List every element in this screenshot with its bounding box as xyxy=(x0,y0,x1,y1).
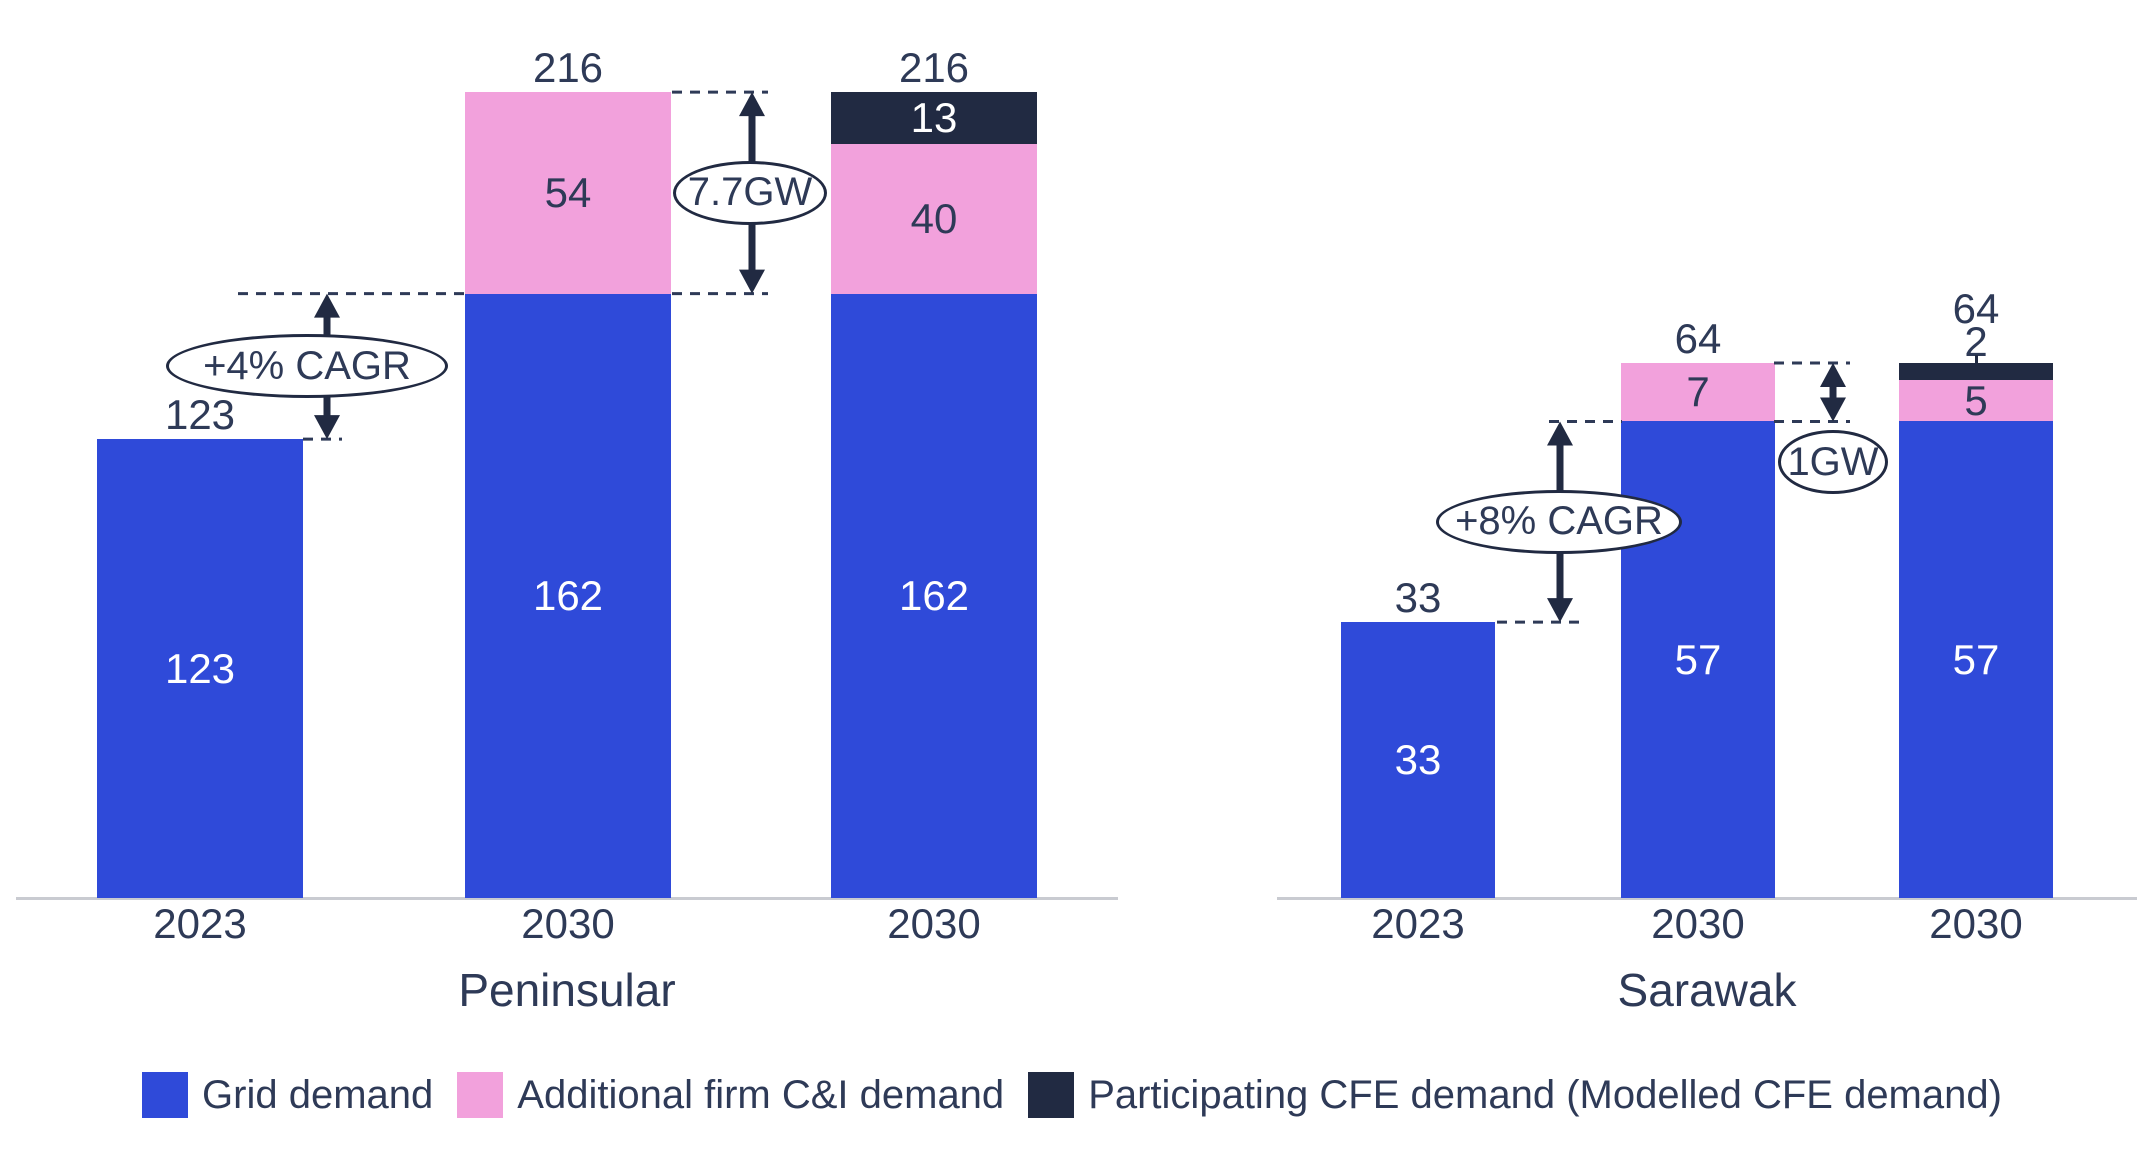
segment-value-label: 5 xyxy=(1964,376,1988,424)
bar-total-label: 64 xyxy=(1674,314,1722,362)
bar-total-label: 123 xyxy=(164,391,236,439)
legend-swatch-grid xyxy=(142,1072,189,1118)
legend-item-grid: Grid demand xyxy=(142,1072,433,1118)
x-tick-label: 2023 xyxy=(153,900,247,947)
legend-swatch-ci xyxy=(457,1072,504,1118)
segment-value-label: 7 xyxy=(1686,368,1710,416)
segment-value-label: 162 xyxy=(898,571,970,619)
bar-total-label: 216 xyxy=(532,44,604,92)
bar-segment-ci xyxy=(1621,362,1775,422)
segment-value-label: 162 xyxy=(532,571,604,619)
bar-segment-ci xyxy=(831,144,1037,294)
legend-item-cfe: Participating CFE demand (Modelled CFE d… xyxy=(1028,1072,2002,1118)
x-tick-label: 2030 xyxy=(887,900,981,947)
bar-total-label: 216 xyxy=(898,44,970,92)
x-tick-label: 2023 xyxy=(1371,900,1465,947)
x-tick-label: 2030 xyxy=(1929,900,2023,947)
bar-segment-ci xyxy=(465,92,671,294)
bar-segment-cfe xyxy=(831,92,1037,145)
segment-value-label: 13 xyxy=(910,94,958,142)
bar-segment-grid xyxy=(1341,622,1495,898)
x-axis-line xyxy=(16,897,1118,900)
annotation-ellipse: +8% CAGR xyxy=(1436,489,1682,554)
annotation-ellipse: 7.7GW xyxy=(673,160,827,225)
annotation-ellipse: +4% CAGR xyxy=(166,334,448,399)
legend: Grid demand Additional firm C&I demand Par… xyxy=(0,1072,2144,1118)
x-tick-label: 2030 xyxy=(521,900,615,947)
legend-item-ci: Additional firm C&I demand xyxy=(457,1072,1004,1118)
bar-segment-grid xyxy=(97,439,303,898)
segment-value-label: 40 xyxy=(910,194,958,242)
bar-segment-grid xyxy=(465,293,671,898)
bar-segment-cfe xyxy=(1899,362,2053,380)
segment-value-label: 57 xyxy=(1674,635,1722,683)
bar-segment-grid xyxy=(831,293,1037,898)
segment-value-label: 57 xyxy=(1952,635,2000,683)
annotation-ellipse: 1GW xyxy=(1778,430,1888,494)
segment-value-label: 33 xyxy=(1394,736,1442,784)
group-title-sarawak: Sarawak xyxy=(1617,964,1797,1016)
x-axis-line xyxy=(1277,897,2137,900)
bar-segment-ci xyxy=(1899,379,2053,422)
bar-segment-grid xyxy=(1899,421,2053,898)
small-segment-callout-label: 2 xyxy=(1964,317,1988,365)
segment-value-label: 54 xyxy=(544,168,592,216)
legend-label: Participating CFE demand (Modelled CFE d… xyxy=(1088,1073,2002,1117)
x-tick-label: 2030 xyxy=(1651,900,1745,947)
legend-label: Additional firm C&I demand xyxy=(517,1073,1005,1117)
bar-total-label: 33 xyxy=(1394,574,1442,622)
legend-swatch-cfe xyxy=(1028,1072,1075,1118)
legend-label: Grid demand xyxy=(202,1073,434,1117)
segment-value-label: 123 xyxy=(164,644,236,692)
group-title-peninsular: Peninsular xyxy=(458,964,676,1016)
callout-leader-tick xyxy=(1975,354,1978,363)
range-arrow xyxy=(1820,362,1846,422)
bar-total-label: 64 xyxy=(1952,284,2000,332)
